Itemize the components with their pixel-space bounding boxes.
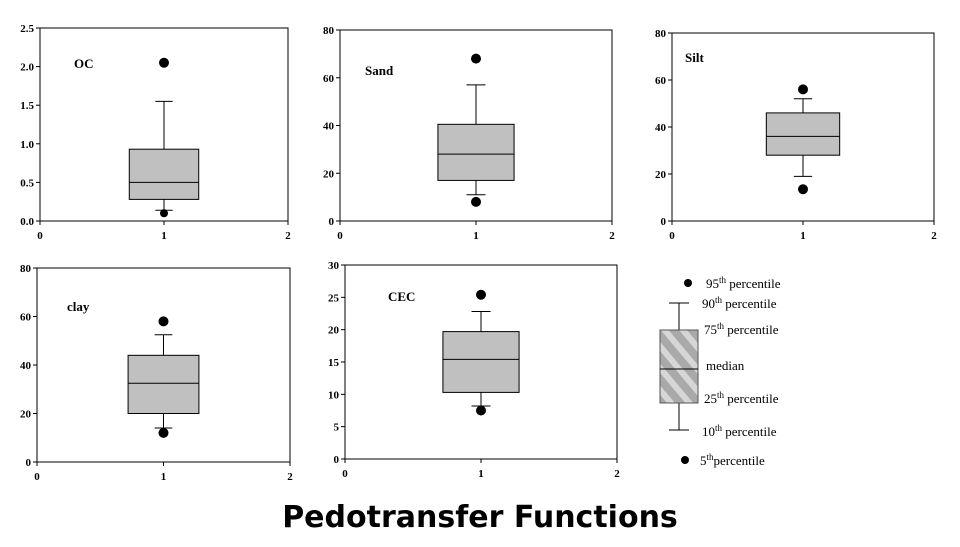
chart-cec: 0 5 10 15 20 25 30 0 1 2 CEC xyxy=(328,260,620,480)
iqr-box xyxy=(128,148,200,200)
p95-point xyxy=(798,84,808,95)
p95-point xyxy=(158,316,169,327)
legend-label-p90: 90th percentile xyxy=(702,295,777,311)
p5-point xyxy=(476,405,486,416)
x-tick-label: 2 xyxy=(931,230,937,242)
x-tick-label: 1 xyxy=(473,230,479,242)
y-tick-label: 20 xyxy=(328,325,340,337)
y-tick-label: 10 xyxy=(328,389,340,401)
y-tick-label: 25 xyxy=(328,292,340,304)
x-tick-label: 2 xyxy=(614,468,620,480)
legend-box xyxy=(659,329,699,404)
y-tick-label: 2.5 xyxy=(20,23,34,35)
y-tick-label: 1.5 xyxy=(20,100,34,112)
p95-point xyxy=(159,57,169,68)
x-tick-label: 0 xyxy=(34,471,40,483)
p5-point xyxy=(471,196,481,207)
y-tick-label: 80 xyxy=(323,25,335,37)
legend-p95-point xyxy=(684,279,692,287)
legend-label-p95: 95th percentile xyxy=(706,275,781,291)
y-tick-label: 60 xyxy=(20,312,32,324)
iqr-box xyxy=(437,123,515,181)
y-tick-label: 40 xyxy=(323,121,335,133)
panel-label: Silt xyxy=(685,50,704,65)
y-tick-label: 40 xyxy=(20,360,32,372)
legend-p5-point xyxy=(681,456,689,464)
y-tick-label: 80 xyxy=(655,28,667,40)
chart-silt: 0 20 40 60 80 0 1 2 Silt xyxy=(655,28,937,242)
x-tick-label: 1 xyxy=(161,230,167,242)
p5-point xyxy=(798,184,808,195)
p5-point xyxy=(160,209,168,218)
legend-label-median: median xyxy=(706,358,745,373)
y-tick-label: 5 xyxy=(334,422,340,434)
p95-point xyxy=(476,289,486,300)
x-tick-label: 0 xyxy=(342,468,348,480)
y-tick-label: 40 xyxy=(655,122,667,134)
x-tick-label: 1 xyxy=(800,230,806,242)
y-tick-label: 30 xyxy=(328,260,340,272)
legend-label-p75: 75th percentile xyxy=(704,321,779,337)
x-tick-label: 1 xyxy=(478,468,484,480)
iqr-box xyxy=(765,112,841,156)
y-tick-label: 20 xyxy=(20,409,32,421)
legend-label-p5: 5thpercentile xyxy=(700,452,765,468)
y-tick-label: 0 xyxy=(334,454,340,466)
y-tick-label: 60 xyxy=(323,73,335,85)
x-tick-label: 2 xyxy=(609,230,615,242)
panel-label: Sand xyxy=(365,63,394,78)
page-title: Pedotransfer Functions xyxy=(282,500,678,535)
panel-label: OC xyxy=(74,56,94,71)
x-tick-label: 0 xyxy=(337,230,343,242)
x-tick-label: 2 xyxy=(285,230,291,242)
y-tick-label: 0.5 xyxy=(20,177,34,189)
y-tick-label: 15 xyxy=(328,357,340,369)
iqr-box xyxy=(127,354,200,414)
p5-point xyxy=(158,427,169,438)
x-tick-label: 1 xyxy=(161,471,167,483)
x-tick-label: 2 xyxy=(287,471,293,483)
chart-sand: 0 20 40 60 80 0 1 2 Sand xyxy=(323,25,615,242)
y-tick-label: 0 xyxy=(26,457,32,469)
y-tick-label: 0.0 xyxy=(20,216,34,228)
chart-oc: 0.0 0.5 1.0 1.5 2.0 2.5 0 1 2 OC xyxy=(20,23,291,242)
p95-point xyxy=(471,53,481,64)
chart-clay: 0 20 40 60 80 0 1 2 clay xyxy=(20,263,293,483)
y-tick-label: 80 xyxy=(20,263,32,275)
x-tick-label: 0 xyxy=(37,230,43,242)
y-tick-label: 0 xyxy=(661,216,667,228)
iqr-box xyxy=(442,331,520,393)
y-tick-label: 60 xyxy=(655,75,667,87)
y-tick-label: 20 xyxy=(323,168,335,180)
legend-label-p10: 10th percentile xyxy=(702,423,777,439)
y-tick-label: 20 xyxy=(655,169,667,181)
y-tick-label: 2.0 xyxy=(20,62,34,74)
x-tick-label: 0 xyxy=(669,230,675,242)
panel-label: clay xyxy=(67,299,90,314)
legend: 95th percentile 90th percentile 75th perce… xyxy=(659,275,781,468)
legend-label-p25: 25th percentile xyxy=(704,390,779,406)
y-tick-label: 0 xyxy=(329,216,335,228)
panel-label: CEC xyxy=(388,289,415,304)
y-tick-label: 1.0 xyxy=(20,139,34,151)
